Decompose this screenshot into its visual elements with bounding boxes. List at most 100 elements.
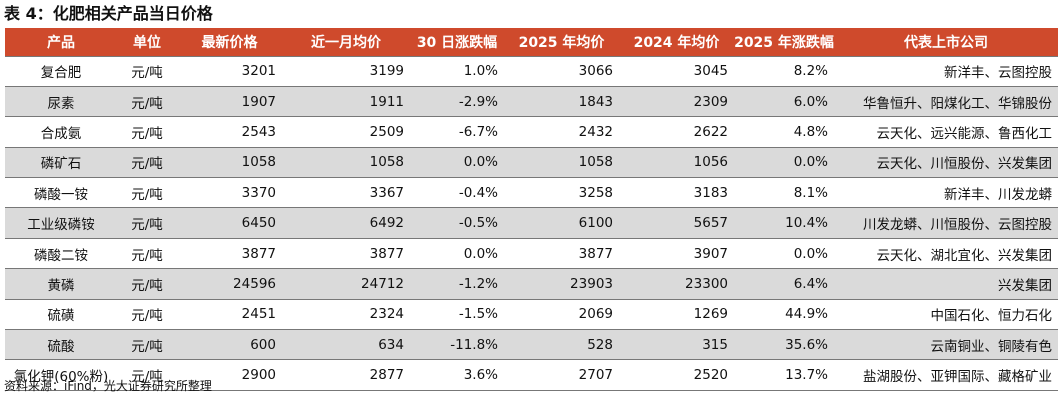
- cell-unit: 元/吨: [117, 86, 177, 118]
- cell-companies: 云南铜业、铜陵有色: [834, 329, 1058, 361]
- fertilizer-price-table: 产品 单位 最新价格 近一月均价 30 日涨跌幅 2025 年均价 2024 年…: [5, 28, 1058, 391]
- cell-2025-avg: 3877: [504, 238, 619, 270]
- cell-latest-price: 24596: [177, 268, 282, 300]
- cell-unit: 元/吨: [117, 329, 177, 361]
- cell-product: 合成氨: [5, 116, 117, 148]
- cell-companies: 新洋丰、川发龙蟒: [834, 177, 1058, 209]
- cell-month-avg: 3367: [282, 177, 410, 209]
- table-row: 尿素 元/吨 1907 1911 -2.9% 1843 2309 6.0% 华鲁恒升、阳煤化工、…: [5, 86, 1058, 118]
- cell-companies: 中国石化、恒力石化: [834, 299, 1058, 331]
- cell-latest-price: 3877: [177, 238, 282, 270]
- cell-product: 磷酸二铵: [5, 238, 117, 270]
- cell-2024-avg: 2622: [619, 116, 734, 148]
- cell-30d-change: 3.6%: [410, 359, 504, 391]
- cell-30d-change: -6.7%: [410, 116, 504, 148]
- cell-companies: 云天化、湖北宜化、兴发集团: [834, 238, 1058, 270]
- cell-2025-avg: 6100: [504, 207, 619, 239]
- table-row: 磷矿石 元/吨 1058 1058 0.0% 1058 1056 0.0% 云天化、川恒股份、兴…: [5, 147, 1058, 179]
- cell-latest-price: 2451: [177, 299, 282, 331]
- cell-companies: 盐湖股份、亚钾国际、藏格矿业: [834, 359, 1058, 391]
- cell-companies: 云天化、川恒股份、兴发集团: [834, 147, 1058, 179]
- cell-product: 硫酸: [5, 329, 117, 361]
- cell-unit: 元/吨: [117, 147, 177, 179]
- cell-2025-change: 4.8%: [734, 116, 834, 148]
- cell-companies: 新洋丰、云图控股: [834, 55, 1058, 87]
- cell-2025-avg: 1058: [504, 147, 619, 179]
- cell-2025-avg: 2432: [504, 116, 619, 148]
- cell-2025-avg: 3258: [504, 177, 619, 209]
- cell-2025-change: 6.4%: [734, 268, 834, 300]
- cell-30d-change: -0.5%: [410, 207, 504, 239]
- cell-2024-avg: 315: [619, 329, 734, 361]
- cell-product: 磷矿石: [5, 147, 117, 179]
- cell-2025-change: 35.6%: [734, 329, 834, 361]
- cell-30d-change: 0.0%: [410, 147, 504, 179]
- cell-unit: 元/吨: [117, 116, 177, 148]
- cell-2024-avg: 1269: [619, 299, 734, 331]
- cell-2025-avg: 2707: [504, 359, 619, 391]
- cell-30d-change: -11.8%: [410, 329, 504, 361]
- cell-unit: 元/吨: [117, 359, 177, 391]
- cell-latest-price: 2900: [177, 359, 282, 391]
- col-header-companies: 代表上市公司: [834, 28, 1058, 56]
- cell-2025-avg: 3066: [504, 55, 619, 87]
- cell-30d-change: 0.0%: [410, 238, 504, 270]
- cell-latest-price: 3370: [177, 177, 282, 209]
- cell-month-avg: 1058: [282, 147, 410, 179]
- cell-product: 磷酸一铵: [5, 177, 117, 209]
- table-row: 磷酸一铵 元/吨 3370 3367 -0.4% 3258 3183 8.1% 新洋丰、川发龙蟒: [5, 177, 1058, 209]
- cell-product: 硫磺: [5, 299, 117, 331]
- table-row: 黄磷 元/吨 24596 24712 -1.2% 23903 23300 6.4% 兴发集团: [5, 268, 1058, 300]
- cell-unit: 元/吨: [117, 207, 177, 239]
- col-header-latest-price: 最新价格: [177, 28, 282, 56]
- table-row: 复合肥 元/吨 3201 3199 1.0% 3066 3045 8.2% 新洋丰、云图控股: [5, 55, 1058, 87]
- cell-30d-change: -2.9%: [410, 86, 504, 118]
- cell-product: 复合肥: [5, 55, 117, 87]
- cell-2025-avg: 23903: [504, 268, 619, 300]
- cell-2025-change: 10.4%: [734, 207, 834, 239]
- cell-unit: 元/吨: [117, 238, 177, 270]
- col-header-month-avg: 近一月均价: [282, 28, 410, 56]
- table-title: 表 4：化肥相关产品当日价格: [4, 4, 213, 23]
- cell-2025-change: 13.7%: [734, 359, 834, 391]
- table-row: 合成氨 元/吨 2543 2509 -6.7% 2432 2622 4.8% 云天化、远兴能源、…: [5, 116, 1058, 148]
- cell-unit: 元/吨: [117, 299, 177, 331]
- cell-companies: 华鲁恒升、阳煤化工、华锦股份: [834, 86, 1058, 118]
- table-row: 硫酸 元/吨 600 634 -11.8% 528 315 35.6% 云南铜业、铜陵有色: [5, 329, 1058, 361]
- col-header-unit: 单位: [117, 28, 177, 56]
- cell-latest-price: 6450: [177, 207, 282, 239]
- cell-2024-avg: 3045: [619, 55, 734, 87]
- cell-2024-avg: 1056: [619, 147, 734, 179]
- cell-product: 尿素: [5, 86, 117, 118]
- table-row: 磷酸二铵 元/吨 3877 3877 0.0% 3877 3907 0.0% 云天化、湖北宜化、…: [5, 238, 1058, 270]
- cell-product: 黄磷: [5, 268, 117, 300]
- cell-month-avg: 24712: [282, 268, 410, 300]
- col-header-product: 产品: [5, 28, 117, 56]
- cell-2025-avg: 2069: [504, 299, 619, 331]
- cell-2025-change: 0.0%: [734, 147, 834, 179]
- cell-product: 工业级磷铵: [5, 207, 117, 239]
- cell-2025-avg: 528: [504, 329, 619, 361]
- cell-month-avg: 2509: [282, 116, 410, 148]
- cell-30d-change: -0.4%: [410, 177, 504, 209]
- cell-2024-avg: 23300: [619, 268, 734, 300]
- cell-2025-change: 44.9%: [734, 299, 834, 331]
- cell-2025-change: 8.1%: [734, 177, 834, 209]
- cell-month-avg: 3199: [282, 55, 410, 87]
- cell-latest-price: 600: [177, 329, 282, 361]
- table-row: 硫磺 元/吨 2451 2324 -1.5% 2069 1269 44.9% 中国石化、恒力石化: [5, 299, 1058, 331]
- cell-2025-change: 8.2%: [734, 55, 834, 87]
- cell-2025-avg: 1843: [504, 86, 619, 118]
- header-row: 产品 单位 最新价格 近一月均价 30 日涨跌幅 2025 年均价 2024 年…: [5, 28, 1058, 56]
- cell-2025-change: 0.0%: [734, 238, 834, 270]
- cell-30d-change: -1.5%: [410, 299, 504, 331]
- col-header-2025-avg: 2025 年均价: [504, 28, 619, 56]
- col-header-2025-change: 2025 年涨跌幅: [734, 28, 834, 56]
- cell-unit: 元/吨: [117, 55, 177, 87]
- cell-month-avg: 2877: [282, 359, 410, 391]
- cell-2024-avg: 3183: [619, 177, 734, 209]
- table-row: 氯化钾(60%粉) 元/吨 2900 2877 3.6% 2707 2520 13.7% 盐湖股…: [5, 359, 1058, 391]
- cell-30d-change: 1.0%: [410, 55, 504, 87]
- cell-2025-change: 6.0%: [734, 86, 834, 118]
- table-row: 工业级磷铵 元/吨 6450 6492 -0.5% 6100 5657 10.4% 川发龙蟒、川…: [5, 207, 1058, 239]
